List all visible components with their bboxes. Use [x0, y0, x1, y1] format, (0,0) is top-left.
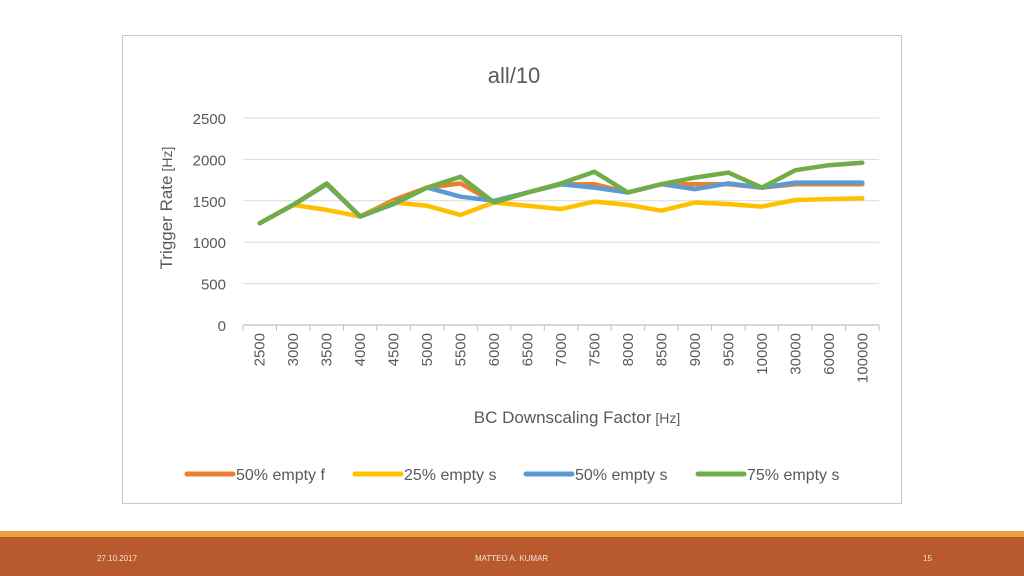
line-chart: all/10 0 500 1000 1500 2000 2500 2500 3000 3500… [157, 63, 880, 484]
footer-date: 27.10.2017 [97, 554, 138, 563]
series-line-2 [257, 196, 865, 226]
y-axis-label: Trigger Rate [Hz] [157, 147, 176, 270]
legend-label: 75% empty s [747, 467, 839, 484]
chart-title: all/10 [488, 63, 541, 88]
x-axis-label: BC Downscaling Factor [Hz] [474, 408, 681, 427]
x-tick-label: 7000 [553, 333, 570, 366]
x-tick-labels: 2500 3000 3500 4000 4500 5000 5500 6000 6500 7000… [252, 333, 872, 383]
x-tick-label: 9000 [687, 333, 704, 366]
x-tick-label: 100000 [854, 333, 871, 383]
x-tick-label: 7500 [586, 333, 603, 366]
x-tick-label: 5000 [419, 333, 436, 366]
legend-label: 25% empty s [404, 467, 496, 484]
x-tick-label: 6000 [486, 333, 503, 366]
y-axis-unit: [Hz] [159, 147, 175, 172]
y-tick-label: 0 [218, 318, 226, 335]
footer-bar [0, 537, 1024, 576]
footer-accent-stripe [0, 531, 1024, 537]
x-axis-title: BC Downscaling Factor [474, 408, 652, 427]
x-tick-label: 10000 [754, 333, 771, 375]
x-tick-label: 30000 [787, 333, 804, 375]
x-tick-label: 6500 [520, 333, 537, 366]
y-tick-label: 1000 [193, 235, 226, 252]
x-tick-label: 60000 [821, 333, 838, 375]
y-tick-label: 2000 [193, 152, 226, 169]
x-tick-label: 2500 [252, 333, 269, 366]
chart-frame: all/10 0 500 1000 1500 2000 2500 2500 3000 3500… [122, 35, 902, 504]
x-tick-label: 4500 [386, 333, 403, 366]
x-tick-label: 9500 [720, 333, 737, 366]
x-tick-label: 3500 [319, 333, 336, 366]
x-tick-label: 3000 [285, 333, 302, 366]
x-tick-label: 4000 [352, 333, 369, 366]
series-lines [257, 160, 865, 226]
grid [242, 117, 880, 331]
footer-author: MATTEO A. KUMAR [475, 554, 549, 563]
y-axis-title: Trigger Rate [157, 176, 176, 270]
x-axis-unit: [Hz] [655, 410, 680, 426]
legend-label: 50% empty s [575, 467, 667, 484]
footer-page-number: 15 [923, 554, 932, 563]
legend-label: 50% empty f [236, 467, 325, 484]
y-tick-label: 500 [201, 277, 226, 294]
x-tick-label: 5500 [453, 333, 470, 366]
series-line-4 [257, 160, 865, 226]
x-tick-label: 8500 [653, 333, 670, 366]
y-tick-label: 2500 [193, 111, 226, 128]
legend: 50% empty f 25% empty s 50% empty s 75% emp… [184, 467, 839, 484]
y-tick-labels: 0 500 1000 1500 2000 2500 [193, 111, 226, 335]
y-tick-label: 1500 [193, 194, 226, 211]
x-tick-label: 8000 [620, 333, 637, 366]
